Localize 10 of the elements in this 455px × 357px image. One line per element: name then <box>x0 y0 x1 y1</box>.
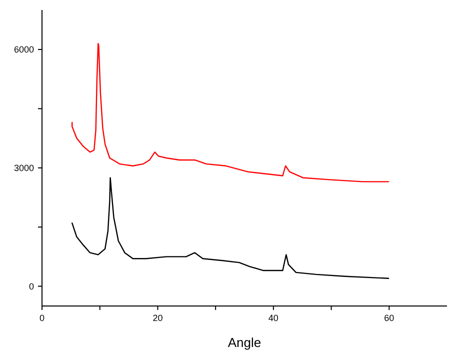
y-tick-label: 3000 <box>14 162 34 173</box>
x-tick-label: 0 <box>39 313 45 323</box>
x-tick-label: 20 <box>152 313 163 323</box>
y-tick-label: 6000 <box>14 44 34 54</box>
x-axis-title: Angle <box>228 335 262 350</box>
y-tick-label: 0 <box>28 281 34 292</box>
line-series <box>71 42 390 182</box>
x-tick-label: 40 <box>268 313 278 323</box>
line-series <box>71 177 390 279</box>
x-tick-label: 60 <box>384 313 394 323</box>
